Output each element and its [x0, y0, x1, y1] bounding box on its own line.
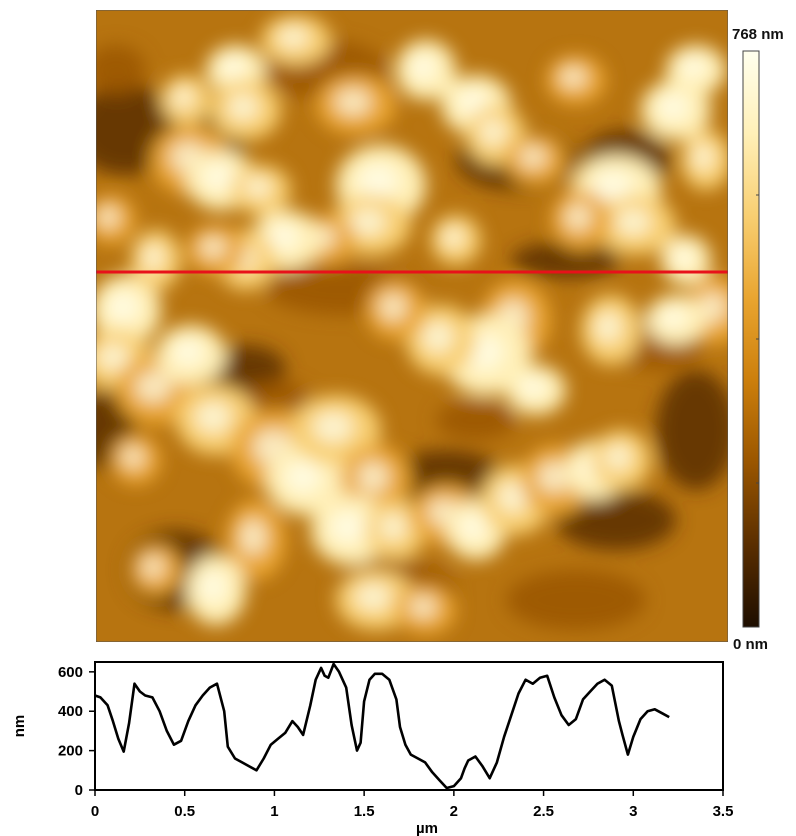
y-tick-label: 200	[58, 743, 83, 760]
plot-frame	[94, 661, 724, 791]
height-profile-chart: 0 200 400 600 0 0.5 1 1.5 2 2.5 3 3.5 nm µm	[11, 661, 734, 836]
x-tick-label: 3.5	[713, 803, 734, 820]
x-tick-label: 0.5	[174, 803, 195, 820]
x-tick-label: 1	[270, 803, 278, 820]
x-tick-label: 2	[450, 803, 458, 820]
x-axis-label: µm	[416, 820, 438, 836]
x-tick-label: 3	[629, 803, 637, 820]
y-tick-label: 400	[58, 703, 83, 720]
x-tick-label: 1.5	[354, 803, 375, 820]
x-tick-label: 2.5	[533, 803, 554, 820]
y-tick-label: 0	[75, 782, 83, 799]
colorbar-min-label: 0 nm	[733, 636, 769, 653]
afm-height-map	[96, 10, 728, 642]
y-tick-label: 600	[58, 664, 83, 681]
profile-line	[94, 662, 670, 790]
x-tick-label: 0	[91, 803, 99, 820]
y-axis-label: nm	[11, 715, 28, 738]
height-colorbar	[742, 50, 760, 628]
colorbar-max-label: 768 nm	[732, 26, 784, 43]
